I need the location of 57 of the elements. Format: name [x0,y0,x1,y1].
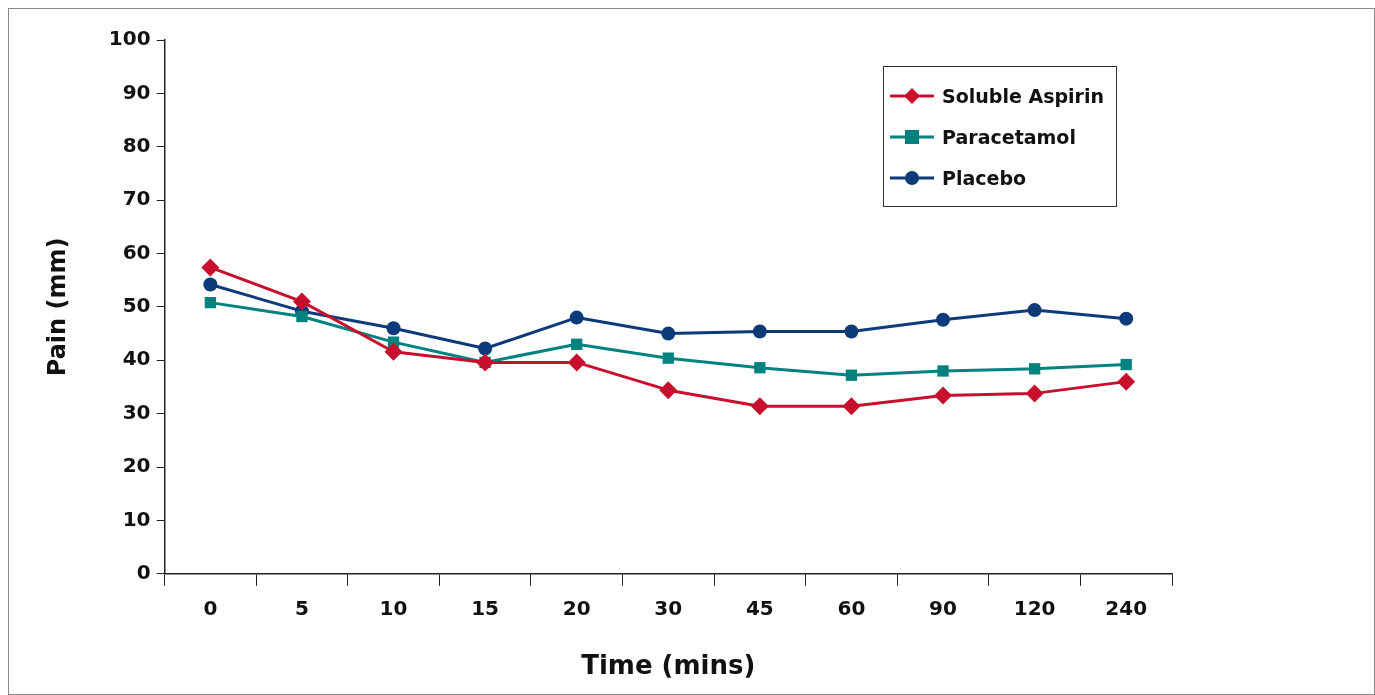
y-tick-label: 30 [122,399,151,424]
point [204,296,216,309]
y-tick-label: 0 [136,560,151,584]
point [750,397,769,416]
point [201,258,220,277]
point [845,369,858,381]
x-tick-label: 20 [562,596,591,620]
point [1120,358,1132,371]
point [844,324,859,339]
y-tick-label: 40 [122,346,151,371]
point [296,310,308,323]
point [386,321,401,336]
point [661,326,676,341]
y-tick-label: 70 [122,186,151,211]
point [571,338,583,350]
point [476,353,495,372]
x-tick-label: 5 [294,596,309,620]
x-tick-label: 60 [837,596,866,620]
x-tick-label: 45 [745,596,774,620]
point [1119,311,1134,326]
x-tick-label: 0 [203,596,218,620]
point [936,312,951,327]
point [752,324,767,339]
y-tick-label: 60 [122,239,151,264]
y-axis-title: Pain (mm) [42,237,71,377]
legend-label: Soluble Aspirin [942,84,1104,107]
point [662,352,674,364]
point [754,362,766,374]
point [567,353,586,372]
point [292,292,311,311]
y-tick-label: 50 [122,293,151,318]
x-tick-label: 10 [379,596,408,620]
point [203,277,218,292]
y-tick-label: 90 [122,79,151,104]
point [842,397,861,416]
point [934,386,953,405]
point [1028,363,1041,375]
y-tick-label: 20 [122,453,151,478]
legend-label: Paracetamol [942,125,1076,148]
legend-label: Placebo [942,166,1027,189]
x-tick-label: 15 [471,596,500,620]
point [478,341,493,356]
x-tick-label: 90 [929,596,957,620]
point [569,310,584,325]
x-axis-title: Time (mins) [581,650,756,681]
point [384,342,403,361]
point [937,365,949,377]
y-tick-label: 100 [108,26,151,51]
y-tick-label: 80 [122,132,151,157]
x-tick-label: 240 [1105,596,1148,620]
point [659,381,678,400]
point [1117,372,1136,391]
y-tick-label: 10 [122,506,151,531]
x-tick-label: 30 [654,596,683,620]
x-tick-label: 120 [1013,596,1056,620]
point [1027,303,1042,318]
point [1025,384,1044,403]
